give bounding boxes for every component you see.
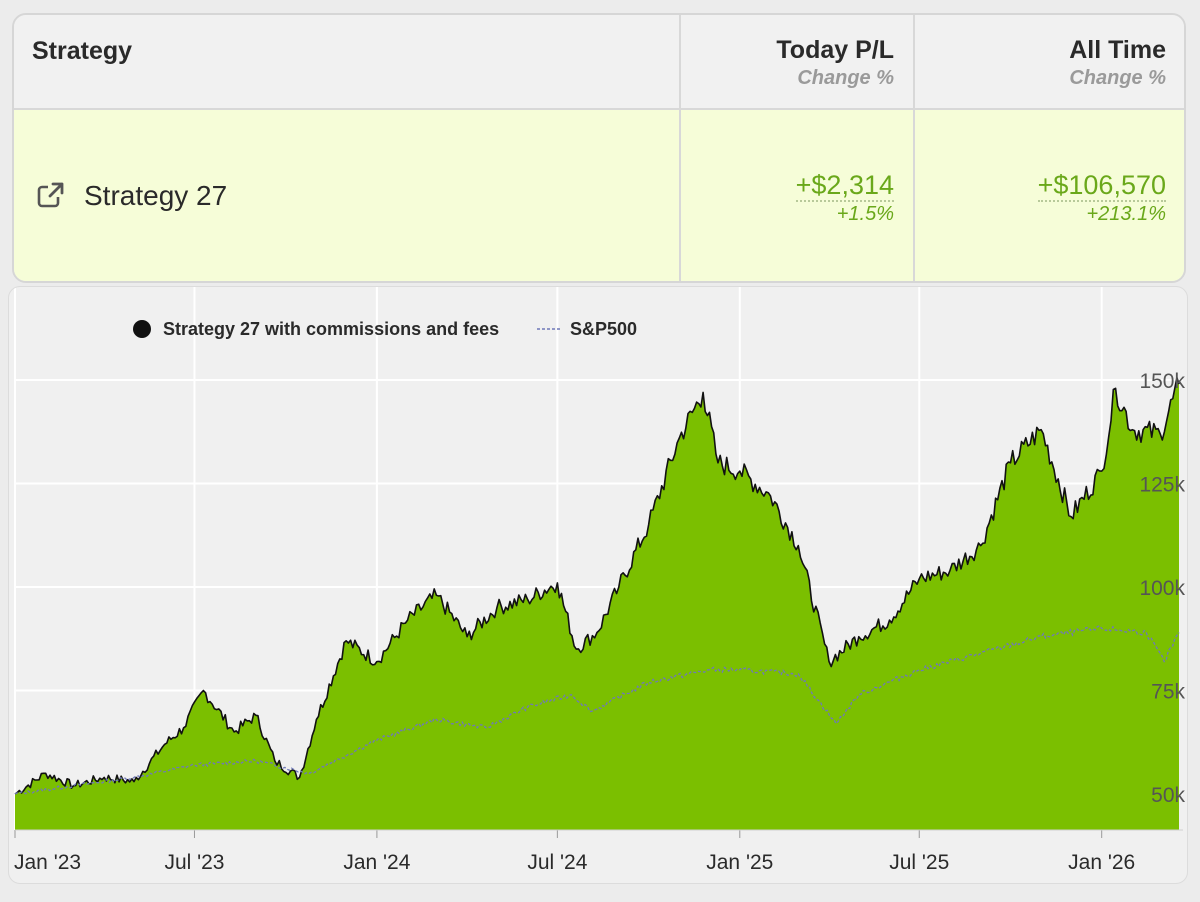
x-tick-label: Jan '25 <box>706 851 773 874</box>
performance-chart: Jan '23 Jul '23 Jan '24 Jul '24 Jan '25 Jul '… <box>8 286 1188 884</box>
header-alltime[interactable]: All Time Change % <box>1069 35 1166 91</box>
column-divider <box>679 15 681 108</box>
series-area-strategy[interactable] <box>15 377 1179 830</box>
external-link-icon[interactable] <box>36 180 66 210</box>
alltime-pl-percent: +213.1% <box>1086 203 1166 225</box>
y-tick-label: 125k <box>1139 474 1185 497</box>
column-divider <box>679 110 681 281</box>
alltime-pl-value[interactable]: +$106,570 <box>1037 170 1166 202</box>
x-tick-label: Jan '23 <box>14 851 81 874</box>
today-pl-cell: +$2,314 +1.5% <box>795 170 894 226</box>
column-divider <box>913 15 915 108</box>
today-pl-value[interactable]: +$2,314 <box>795 170 894 202</box>
alltime-pl-cell: +$106,570 +213.1% <box>1037 170 1166 226</box>
table-row[interactable]: Strategy 27 +$2,314 +1.5% +$106,570 +213… <box>14 110 1184 281</box>
x-tick-label: Jul '23 <box>164 851 224 874</box>
header-today-sublabel: Change % <box>797 67 894 89</box>
y-tick-label: 150k <box>1139 370 1185 393</box>
chart-legend[interactable]: Strategy 27 with commissions and fees S&… <box>133 319 637 339</box>
y-tick-label: 75k <box>1151 681 1185 704</box>
today-pl-percent: +1.5% <box>836 203 894 225</box>
y-tick-label: 50k <box>1151 784 1185 807</box>
series-line-strategy[interactable] <box>14 376 1180 795</box>
strategy-name[interactable]: Strategy 27 <box>84 180 228 211</box>
header-today[interactable]: Today P/L Change % <box>776 35 894 91</box>
series-line-sp500[interactable] <box>14 624 1180 795</box>
legend-label-sp500[interactable]: S&P500 <box>570 319 637 339</box>
header-alltime-label: All Time <box>1069 36 1166 64</box>
column-divider <box>913 110 915 281</box>
x-tick-label: Jan '24 <box>343 851 410 874</box>
x-tick-label: Jul '25 <box>889 851 949 874</box>
y-tick-label: 100k <box>1139 577 1185 600</box>
legend-marker-strategy <box>133 320 151 338</box>
header-strategy[interactable]: Strategy <box>32 37 133 65</box>
chart-canvas[interactable]: Jan '23 Jul '23 Jan '24 Jul '24 Jan '25 Jul '… <box>9 287 1188 884</box>
x-tick-label: Jan '26 <box>1068 851 1135 874</box>
header-today-label: Today P/L <box>776 36 894 64</box>
x-tick-label: Jul '24 <box>527 851 587 874</box>
chart-series-layer <box>14 376 1180 830</box>
header-alltime-sublabel: Change % <box>1069 67 1166 89</box>
strategy-table: Strategy Today P/L Change % All Time Cha… <box>12 13 1186 283</box>
table-header: Strategy Today P/L Change % All Time Cha… <box>14 15 1184 110</box>
chart-axes: Jan '23 Jul '23 Jan '24 Jul '24 Jan '25 Jul '… <box>14 370 1185 874</box>
legend-label-strategy[interactable]: Strategy 27 with commissions and fees <box>163 319 499 339</box>
